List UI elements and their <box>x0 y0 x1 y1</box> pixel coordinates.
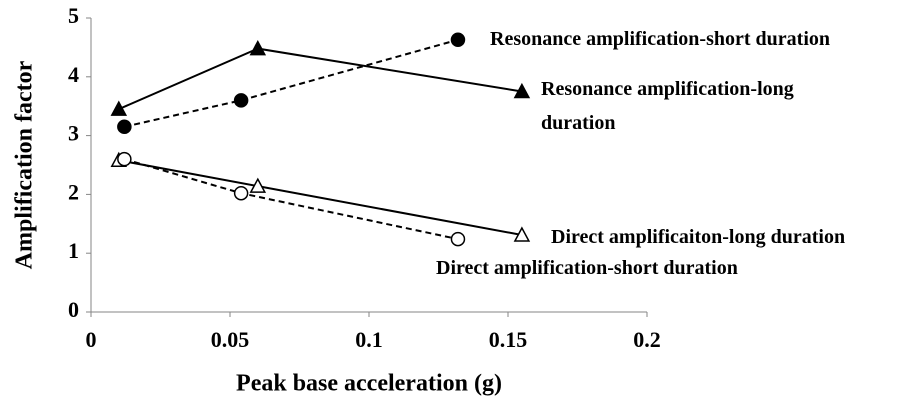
marker <box>233 93 249 108</box>
marker <box>450 32 466 48</box>
x-axis-title: Peak base acceleration (g) <box>236 371 502 397</box>
x-tick-label: 0.15 <box>489 327 528 352</box>
x-tick-label: 0 <box>86 327 97 352</box>
x-tick-label: 0.2 <box>633 327 661 352</box>
y-tick-label: 1 <box>68 238 79 263</box>
y-axis-title: Amplification factor <box>12 60 38 269</box>
y-tick-label: 5 <box>68 3 79 28</box>
marker <box>110 100 128 116</box>
series-label: Direct amplificaiton-long duration <box>551 226 846 248</box>
y-tick-label: 4 <box>68 62 79 87</box>
marker <box>233 185 249 201</box>
y-tick-label: 0 <box>68 297 79 322</box>
series-label: Resonance amplification-short duration <box>490 28 830 50</box>
series-label: Direct amplification-short duration <box>436 257 738 279</box>
marker <box>117 151 132 167</box>
marker <box>249 39 267 56</box>
x-tick-label: 0.1 <box>355 327 383 352</box>
x-tick-label: 0.05 <box>211 327 250 352</box>
marker <box>513 226 531 242</box>
series-line <box>118 159 523 236</box>
series-label: Resonance amplification-long duration <box>541 78 794 134</box>
marker <box>450 231 466 247</box>
y-tick-label: 3 <box>68 121 79 146</box>
marker <box>117 119 132 135</box>
marker <box>249 177 267 193</box>
marker <box>513 82 531 99</box>
series-line <box>124 38 459 128</box>
y-tick-label: 2 <box>68 179 79 204</box>
